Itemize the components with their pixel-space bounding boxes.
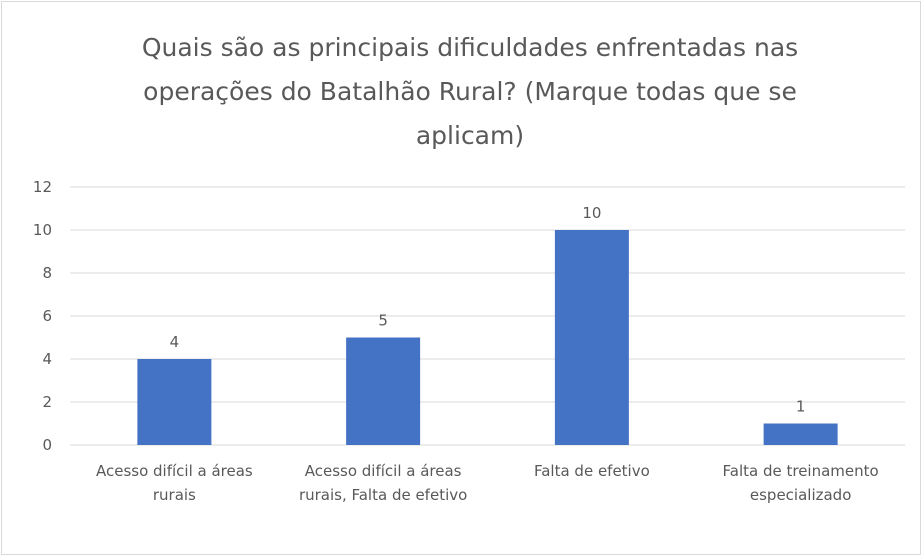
y-tick-label: 2 xyxy=(42,393,52,411)
data-label: 1 xyxy=(796,398,806,416)
bar xyxy=(346,337,421,445)
x-tick-label: Falta de efetivo xyxy=(534,462,650,480)
x-tick-label: Acesso difícil a áreas rurais xyxy=(96,462,253,504)
y-tick-label: 12 xyxy=(33,178,52,196)
y-tick-label: 0 xyxy=(42,436,52,454)
y-tick-label: 8 xyxy=(42,264,52,282)
bar xyxy=(554,230,629,445)
chart-title: Quais são as principais dificuldades enf… xyxy=(142,33,798,150)
data-label: 10 xyxy=(582,204,601,222)
x-tick-label: Falta de treinamento especializado xyxy=(723,462,879,504)
x-tick-label: Acesso difícil a áreas rurais, Falta de e… xyxy=(299,462,467,504)
data-label: 4 xyxy=(170,333,180,351)
y-tick-label: 10 xyxy=(33,221,52,239)
bar xyxy=(763,423,838,445)
bar xyxy=(137,359,212,445)
y-tick-label: 4 xyxy=(42,350,52,368)
y-tick-label: 6 xyxy=(42,307,52,325)
data-label: 5 xyxy=(378,312,388,330)
